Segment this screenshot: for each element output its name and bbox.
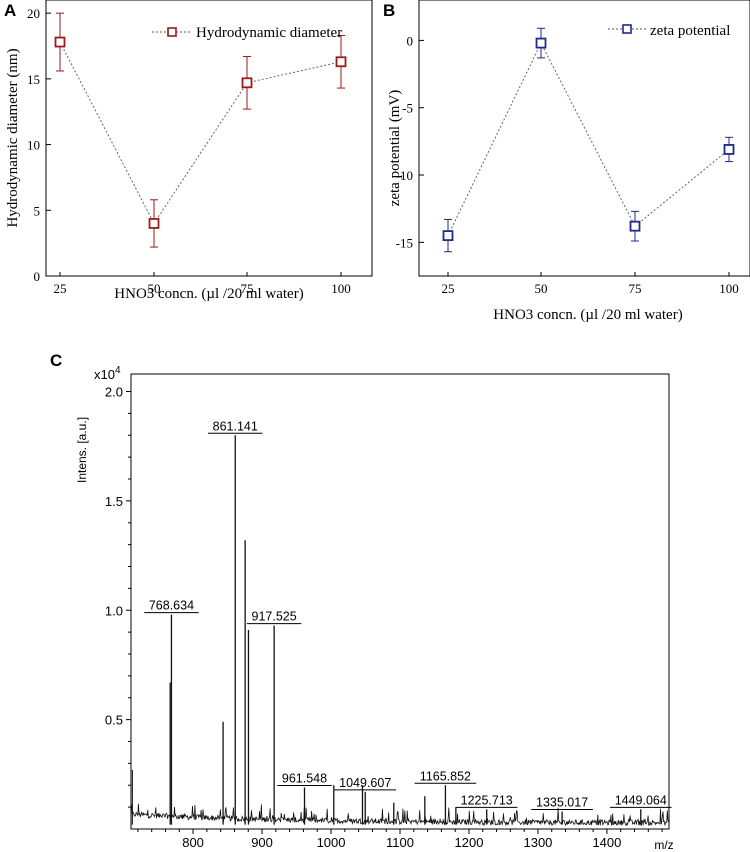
chart-a-xlabel: HNO3 concn. (µl /20 ml water) (114, 286, 303, 302)
chart-c-xtick-label: 900 (251, 835, 273, 850)
chart-a-frame (45, 0, 373, 277)
chart-b-xtick-label: 100 (719, 281, 739, 296)
chart-a-xtick-label: 25 (54, 281, 67, 296)
chart-a-xtick-label: 75 (241, 281, 254, 296)
chart-b-xtick-label: 25 (442, 281, 455, 296)
chart-b-ylabel: zeta potential (mV) (387, 90, 403, 207)
chart-a-ytick-label: 10 (27, 138, 40, 153)
chart-c: x104 Intens. [a.u.] m/z 800 900 1000 1100 12… (75, 365, 674, 852)
chart-c-yscale: x104 (94, 365, 121, 382)
chart-c-xtick-label: 1300 (523, 835, 552, 850)
chart-a-xtick-label: 100 (331, 281, 351, 296)
chart-b: HNO3 concn. (µl /20 ml water) zeta poten… (387, 0, 750, 323)
chart-b-ytick-label: 0 (407, 33, 414, 48)
chart-c-annotation-label: 917.525 (252, 610, 297, 624)
chart-c-xtick-label: 1200 (455, 835, 484, 850)
chart-b-legend: zeta potential (608, 23, 730, 39)
chart-b-frame (418, 0, 750, 277)
chart-a-ytick-label: 20 (27, 6, 40, 21)
chart-b-legend-marker (622, 24, 632, 34)
chart-b-point (442, 230, 454, 242)
chart-b-legend-label: zeta potential (650, 23, 730, 39)
chart-c-annotation-label: 1225.713 (461, 793, 513, 807)
chart-b-point (535, 37, 547, 49)
chart-c-xlabel: m/z (654, 838, 673, 852)
chart-c-xtick-label: 1100 (386, 835, 414, 850)
panel-letter-a: A (4, 1, 16, 20)
chart-a-ylabel: Hydrodynamic diameter (nm) (5, 48, 21, 227)
chart-a-point (335, 56, 347, 68)
panel-letter-c: C (50, 351, 62, 370)
chart-b-series-line (447, 41, 730, 236)
chart-c-annotation-label: 961.548 (282, 771, 327, 785)
chart-c-annotation-label: 768.634 (149, 599, 194, 613)
panel-letter-b: B (383, 1, 395, 20)
chart-c-annotation-label: 1335.017 (536, 796, 588, 810)
chart-a-ytick-label: 15 (27, 72, 40, 87)
chart-a-ytick-label: 0 (34, 269, 41, 284)
chart-a-ytick-label: 5 (34, 203, 41, 218)
chart-c-annotation-label: 861.141 (213, 419, 258, 433)
chart-b-point (723, 144, 735, 155)
chart-a-point (54, 36, 66, 48)
chart-a-point (148, 218, 160, 229)
chart-c-ytick-label: 1.0 (105, 603, 123, 618)
chart-a-xtick-label: 50 (148, 281, 161, 296)
chart-c-frame (130, 373, 670, 830)
chart-c-annotation-label: 1165.852 (420, 769, 471, 783)
chart-a-point (241, 77, 253, 89)
chart-c-xtick-label: 800 (182, 835, 204, 850)
chart-c-ylabel: Intens. [a.u.] (75, 417, 89, 483)
chart-b-xtick-label: 75 (629, 281, 642, 296)
chart-c-annotation-label: 1049.607 (339, 776, 391, 790)
chart-b-ytick-label: -10 (396, 168, 413, 183)
chart-c-ytick-label: 0.5 (105, 713, 123, 728)
chart-c-ytick-label: 2.0 (105, 385, 123, 400)
chart-c-ytick-label: 1.5 (105, 494, 123, 509)
chart-b-ytick-label: -5 (402, 101, 413, 116)
chart-a-legend-marker (167, 27, 177, 37)
chart-c-yscale-exp: 4 (115, 365, 121, 376)
chart-c-yscale-base: x10 (94, 367, 115, 382)
chart-a: HNO3 concn. (µl /20 ml water) Hydrodynam… (5, 0, 373, 302)
chart-b-xlabel: HNO3 concn. (µl /20 ml water) (493, 307, 682, 323)
chart-c-xtick-label: 1400 (592, 835, 621, 850)
chart-c-xtick-label: 1000 (317, 835, 346, 850)
chart-a-series-line (59, 41, 342, 225)
chart-a-legend-label: Hydrodynamic diameter (196, 25, 342, 41)
chart-b-xtick-label: 50 (535, 281, 548, 296)
chart-a-legend: Hydrodynamic diameter (152, 25, 342, 41)
chart-c-baseline (130, 803, 669, 827)
chart-b-ytick-label: -15 (396, 235, 413, 250)
chart-c-annotation-label: 1449.064 (615, 793, 667, 807)
chart-b-point (629, 220, 641, 232)
